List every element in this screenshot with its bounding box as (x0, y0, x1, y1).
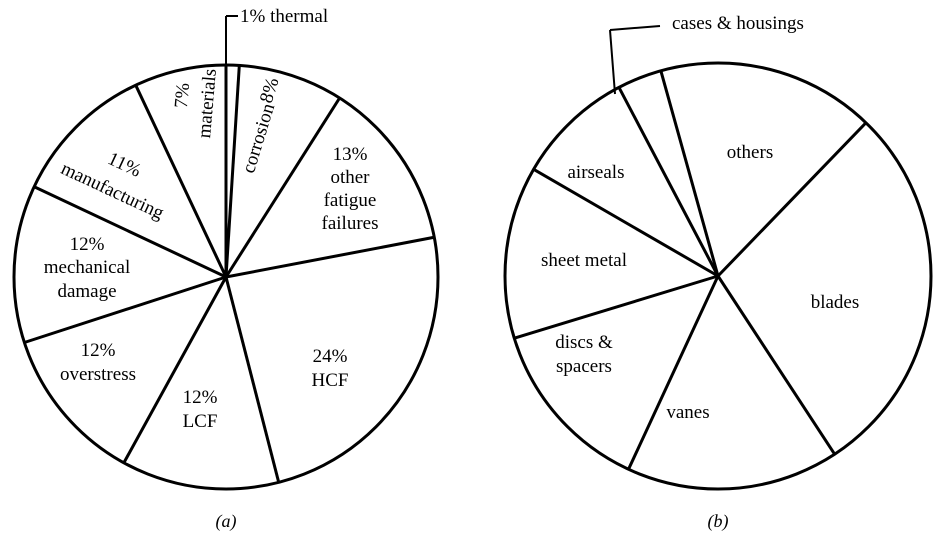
slice-a-hcf-name: HCF (312, 370, 349, 391)
slice-a-mechanical-l2: damage (57, 281, 116, 302)
pie-a-slice-boundary-2 (224, 97, 341, 278)
slice-b-others-text: others (727, 142, 773, 163)
pie-b-slice-boundary-3 (716, 275, 836, 456)
slice-b-discs-l1: discs & (555, 332, 613, 353)
slice-a-corrosion-name: corrosion (238, 101, 279, 176)
slice-a-other-fatigue-l2: fatigue (324, 190, 377, 211)
slice-a-corrosion-pct: 8% (256, 75, 284, 106)
slice-a-thermal-label: 1% thermal (225, 6, 328, 65)
slice-a-materials-name: materials (194, 68, 221, 139)
pie-b-slice-boundary-6 (532, 168, 719, 278)
slice-a-overstress-pct: 12% (81, 340, 116, 361)
slice-a-other-fatigue-l1: other (330, 167, 370, 188)
slice-a-lcf-name: LCF (183, 411, 218, 432)
slice-b-vanes-text: vanes (666, 402, 709, 423)
pie-a-slice-boundary-8 (134, 84, 228, 278)
pie-b-outline (503, 61, 933, 491)
pie-chart-a: 1% thermal 8% corrosion 13% other fatigu… (12, 6, 440, 532)
pie-a-slice-boundary-5 (122, 276, 228, 464)
slice-b-sheet-text: sheet metal (541, 250, 627, 271)
pie-a-slice-boundary-6 (23, 275, 227, 344)
slice-a-other-fatigue-pct: 13% (333, 144, 368, 165)
pie-a-slice-boundary-7 (33, 185, 227, 279)
pie-b-slice-boundary-5 (513, 274, 719, 340)
caption-a: (a) (216, 511, 237, 532)
pie-b-slice-boundary-0 (617, 86, 720, 277)
slice-b-cases-leader (609, 29, 616, 95)
slice-a-materials-pct: 7% (171, 82, 194, 109)
pie-a-slice-boundary-4 (224, 276, 281, 483)
pie-chart-b: cases & housings others blades vanes dis… (503, 13, 933, 532)
slice-a-thermal-text: 1% thermal (240, 6, 328, 27)
pie-b-slice-boundary-2 (716, 121, 868, 278)
caption-b: (b) (708, 511, 729, 532)
slice-a-lcf-pct: 12% (183, 387, 218, 408)
slice-a-overstress-name: overstress (60, 364, 136, 385)
slice-b-cases-leader-h (609, 25, 661, 31)
slice-a-mechanical-l1: mechanical (44, 257, 131, 278)
slice-b-discs-l2: spacers (556, 356, 612, 377)
slice-b-cases-text: cases & housings (672, 13, 804, 34)
pie-b-slice-boundary-4 (627, 275, 720, 470)
slice-a-manufacturing-pct: 11% (104, 148, 144, 182)
pie-a-slice-boundary-3 (225, 235, 435, 279)
slice-b-airseals-text: airseals (568, 162, 625, 183)
slice-a-hcf-pct: 24% (313, 346, 348, 367)
slice-b-cases-label: cases & housings (609, 13, 804, 95)
slice-a-other-fatigue-l3: failures (322, 213, 379, 234)
slice-b-blades-text: blades (811, 292, 860, 313)
pie-b-slice-boundary-1 (659, 70, 720, 277)
slice-a-mechanical-pct: 12% (70, 234, 105, 255)
pie-a-slice-boundary-1 (224, 65, 241, 278)
